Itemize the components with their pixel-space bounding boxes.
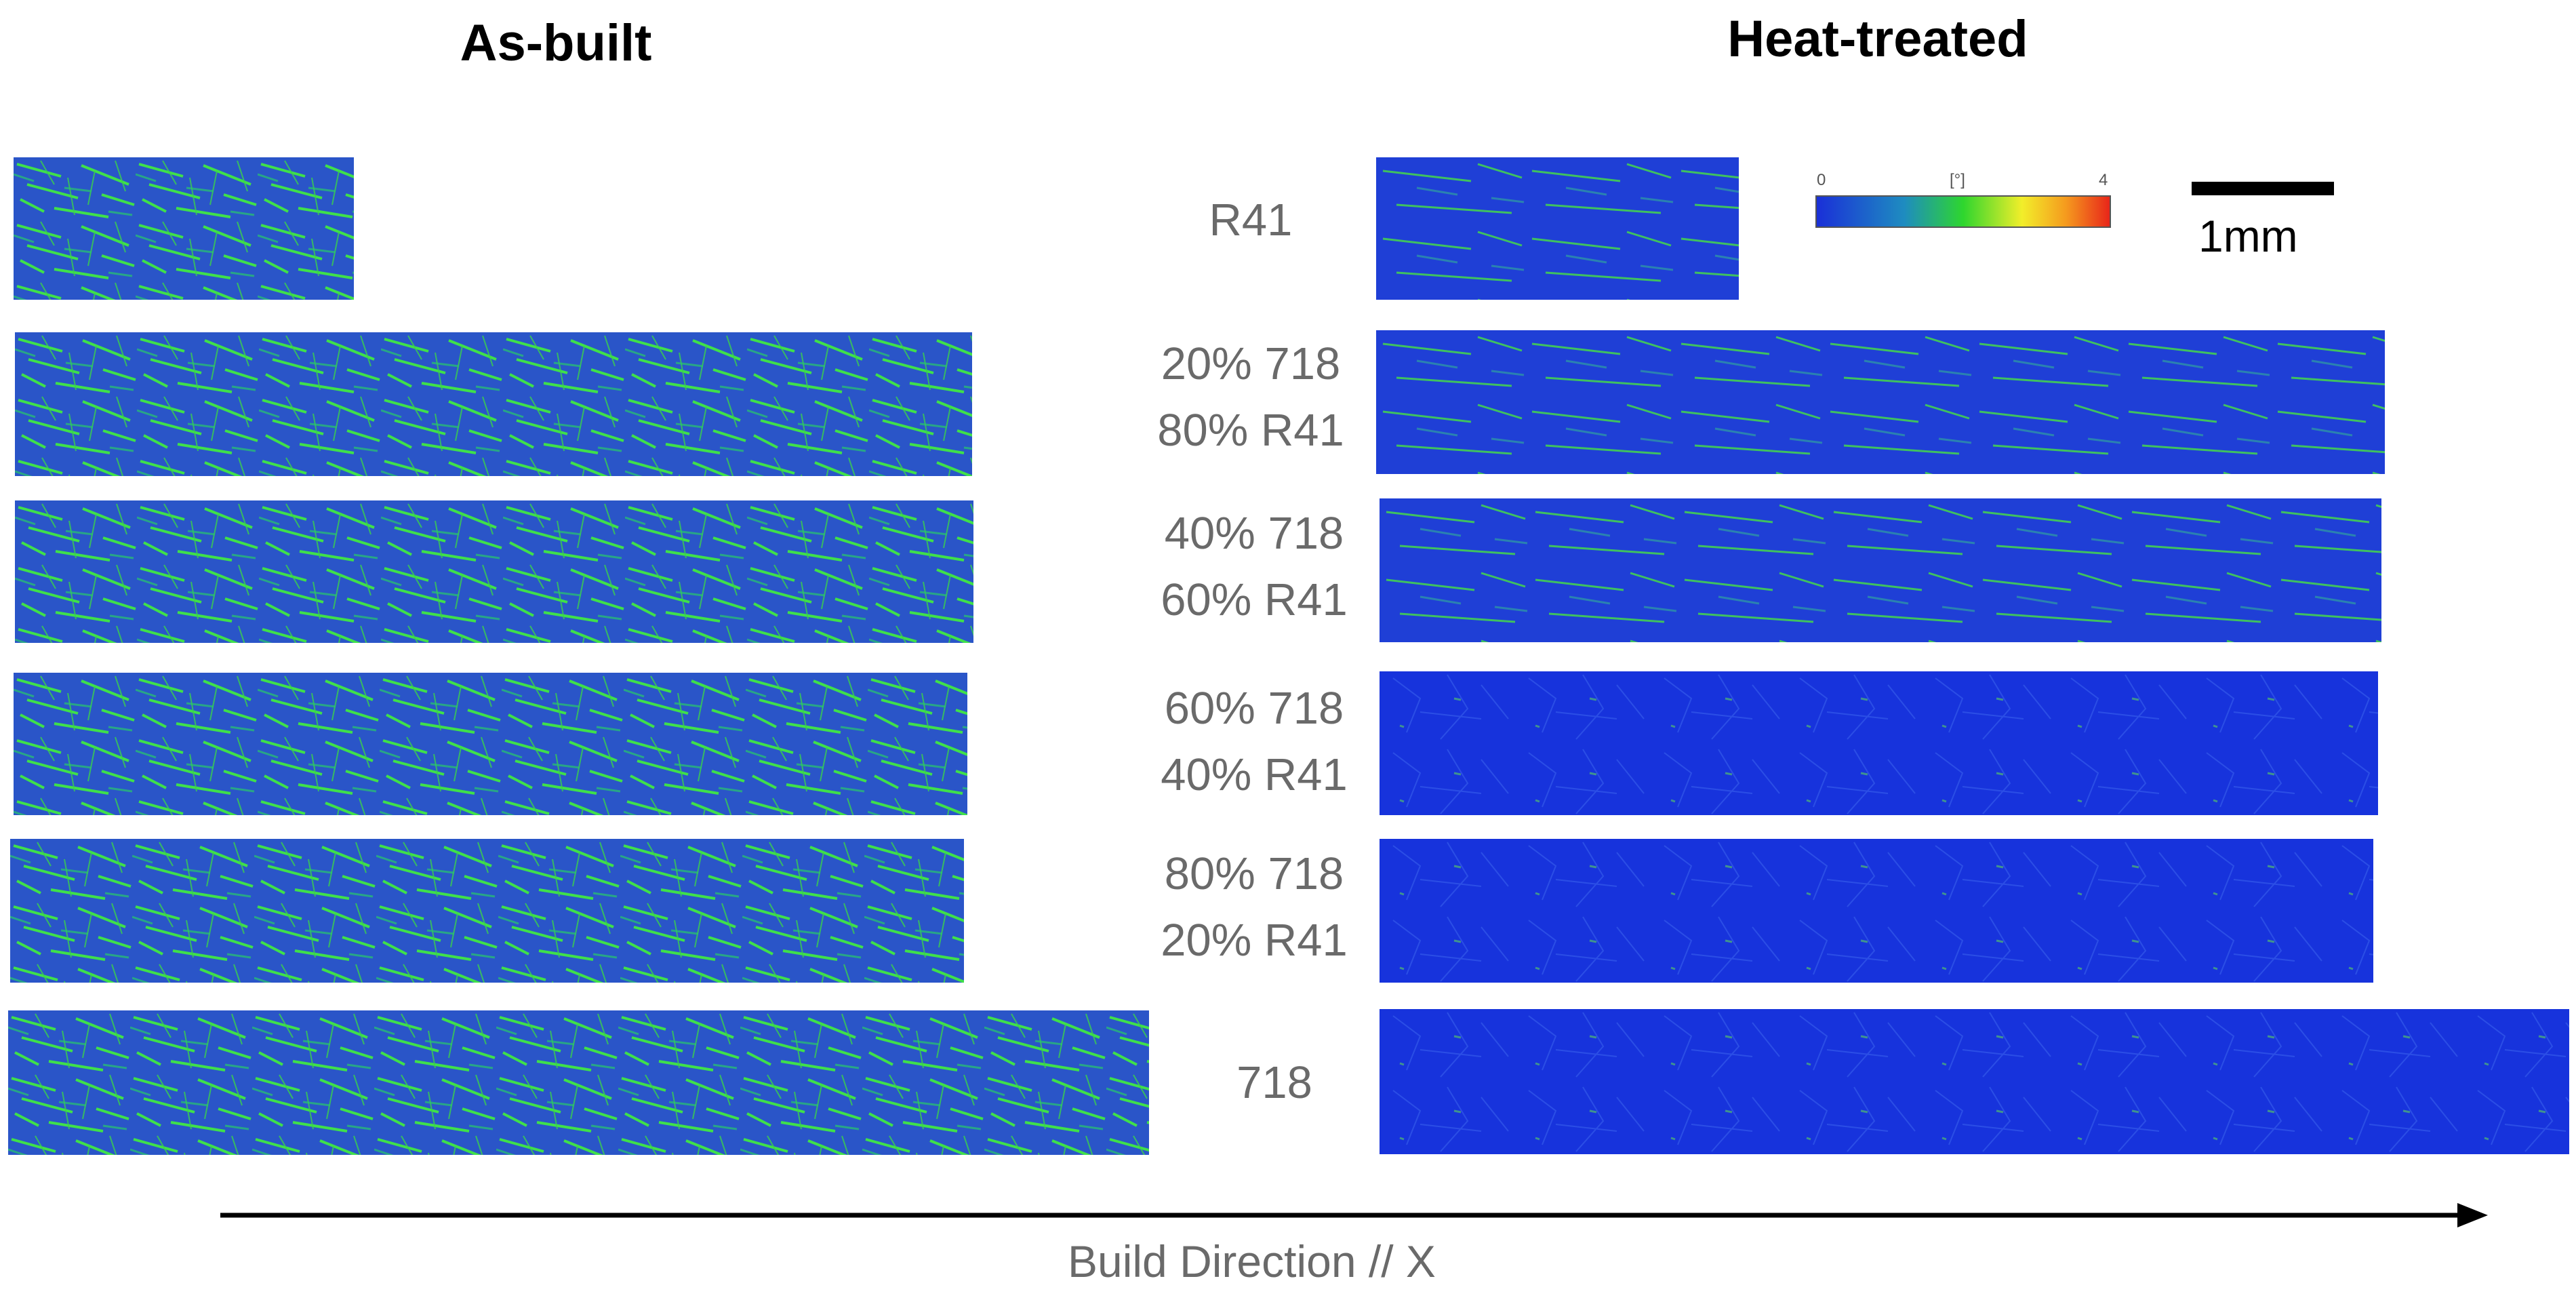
heat-treated-title: Heat-treated	[1727, 10, 2028, 68]
colorbar-unit-label: [°]	[1950, 171, 1965, 189]
row-label-line2: 40% R41	[1161, 749, 1348, 800]
as-built-map-718	[8, 1010, 1149, 1155]
row-label-line1: 40% 718	[1164, 508, 1344, 559]
row-label-60-718: 60% 718 40% R41	[1125, 675, 1383, 808]
as-built-map-r41	[14, 157, 354, 300]
colorbar-min-label: 0	[1817, 171, 1826, 189]
row-label-80-718: 80% 718 20% R41	[1125, 841, 1383, 974]
heat-treated-map-r41	[1376, 157, 1739, 300]
row-label-line2: 80% R41	[1157, 405, 1344, 456]
heat-treated-map-60-718	[1380, 671, 2378, 815]
as-built-map-20-718	[15, 332, 972, 476]
as-built-map-60-718	[14, 673, 967, 815]
row-label-line1: R41	[1209, 195, 1293, 245]
row-label-line1: 80% 718	[1164, 848, 1344, 899]
build-direction-arrow	[220, 1203, 2488, 1227]
heat-treated-map-80-718	[1380, 839, 2373, 983]
as-built-title: As-built	[460, 14, 652, 72]
build-direction-label: Build Direction // X	[1068, 1236, 1436, 1286]
heat-treated-map-20-718	[1376, 330, 2385, 474]
row-label-line2: 20% R41	[1161, 915, 1348, 966]
colorbar-max-label: 4	[2099, 171, 2108, 189]
as-built-map-40-718	[15, 500, 973, 643]
row-label-40-718: 40% 718 60% R41	[1125, 500, 1383, 633]
row-label-line1: 60% 718	[1164, 683, 1344, 734]
scale-bar	[2192, 182, 2334, 195]
row-label-718: 718	[1146, 1050, 1403, 1116]
row-label-line1: 20% 718	[1161, 338, 1341, 389]
heat-treated-map-40-718	[1380, 498, 2381, 642]
colorbar	[1815, 195, 2111, 228]
row-label-line2: 60% R41	[1161, 574, 1348, 625]
row-label-r41: R41	[1122, 187, 1380, 254]
row-label-line1: 718	[1236, 1057, 1312, 1108]
as-built-map-80-718	[10, 839, 964, 983]
heat-treated-map-718	[1380, 1009, 2569, 1154]
row-label-20-718: 20% 718 80% R41	[1122, 331, 1380, 464]
scale-bar-label: 1mm	[2198, 211, 2298, 261]
